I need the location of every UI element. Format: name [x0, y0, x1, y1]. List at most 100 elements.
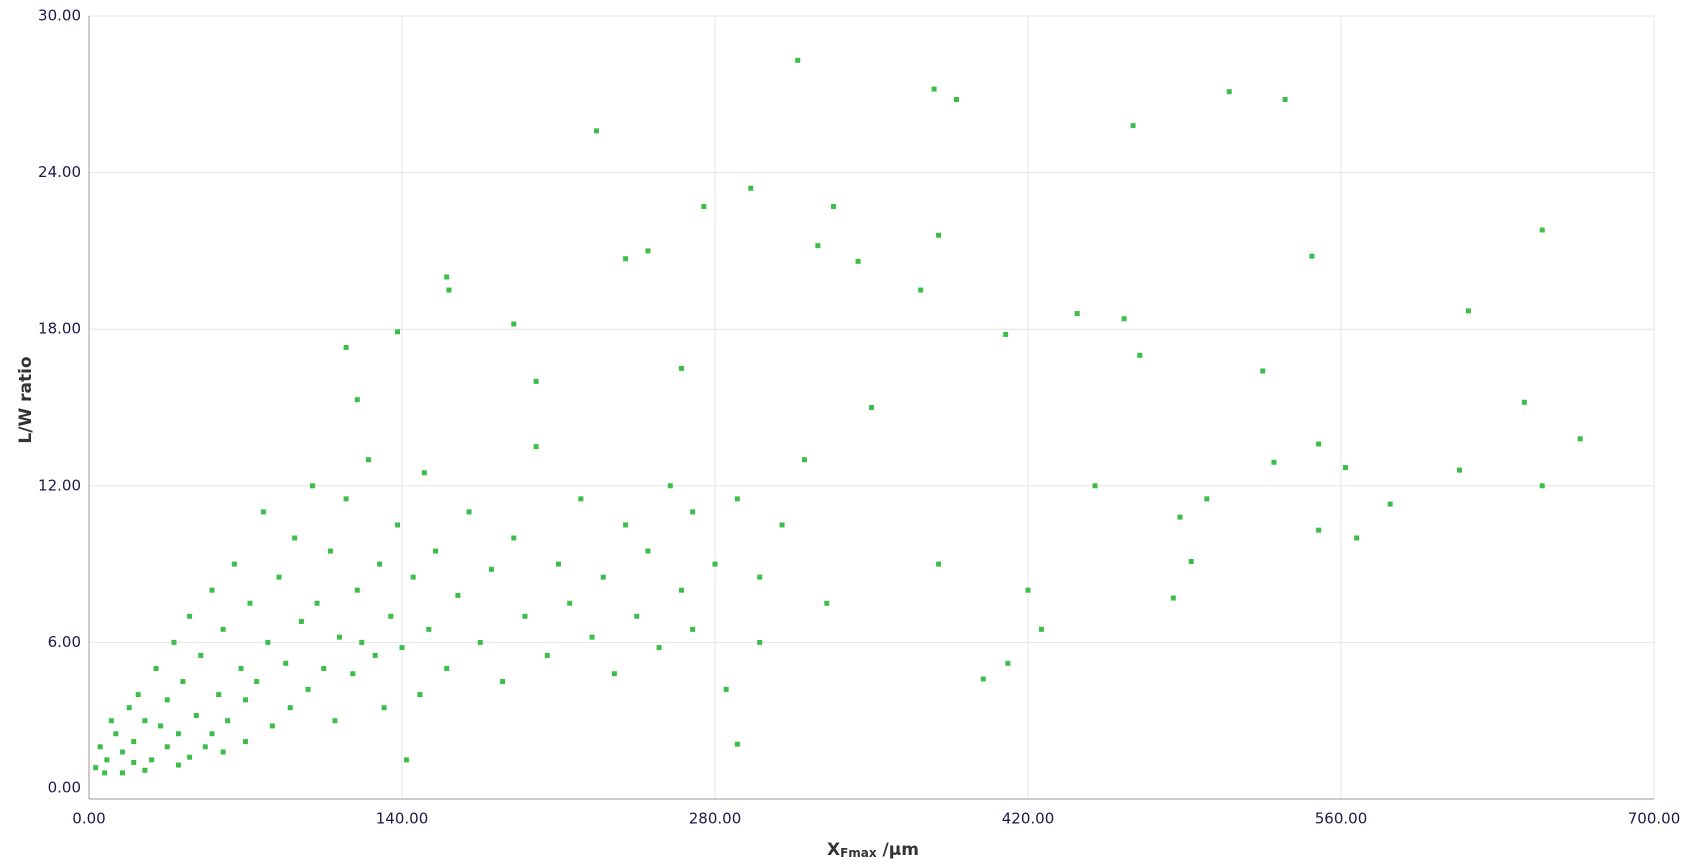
point — [131, 739, 137, 745]
point — [343, 344, 349, 350]
point — [220, 626, 226, 632]
point — [1005, 660, 1011, 666]
point — [1038, 626, 1044, 632]
point — [276, 574, 282, 580]
point — [444, 274, 450, 280]
point — [104, 757, 110, 763]
point — [158, 723, 164, 729]
point — [216, 692, 222, 698]
point — [701, 204, 707, 210]
x-tick-label: 280.00 — [689, 810, 742, 828]
point — [298, 619, 304, 625]
point — [131, 759, 137, 765]
y-axis-title: L/W ratio — [16, 356, 36, 443]
point — [634, 613, 640, 619]
point — [734, 741, 740, 747]
y-tick-label: 12.00 — [38, 476, 81, 494]
x-tick-label: 420.00 — [1002, 810, 1055, 828]
point — [1260, 368, 1266, 374]
y-tick-label: 24.00 — [38, 163, 81, 181]
point — [120, 749, 126, 755]
point — [1577, 436, 1583, 442]
point — [600, 574, 606, 580]
point — [1282, 97, 1288, 103]
point — [247, 600, 253, 606]
x-tick-label: 560.00 — [1315, 810, 1368, 828]
point — [193, 712, 199, 718]
point — [350, 671, 356, 677]
point — [1092, 483, 1098, 489]
point — [410, 574, 416, 580]
point — [399, 645, 405, 651]
point — [388, 613, 394, 619]
point — [287, 705, 293, 711]
point — [269, 723, 275, 729]
point — [757, 574, 763, 580]
point — [795, 57, 801, 63]
point — [556, 561, 561, 567]
point — [220, 749, 226, 755]
y-tick-label: 0.00 — [48, 779, 81, 797]
point — [623, 256, 629, 262]
point — [1226, 89, 1232, 95]
point — [734, 496, 740, 502]
point — [149, 757, 155, 763]
point — [354, 587, 360, 593]
point — [433, 548, 439, 554]
point — [343, 496, 349, 502]
point — [175, 731, 181, 737]
x-axis-title-main: X — [827, 840, 840, 860]
point — [544, 652, 550, 658]
point — [815, 243, 821, 249]
point — [354, 397, 360, 403]
point — [936, 561, 942, 567]
point — [936, 232, 942, 238]
point — [1342, 465, 1348, 471]
point — [377, 561, 383, 567]
point — [187, 613, 193, 619]
point — [1130, 123, 1136, 129]
point — [678, 365, 684, 371]
point — [1354, 535, 1360, 541]
point — [488, 566, 494, 572]
point — [757, 639, 763, 645]
point — [1025, 587, 1031, 593]
point — [171, 639, 177, 645]
point — [120, 770, 126, 776]
point — [931, 86, 937, 92]
point — [824, 600, 830, 606]
point — [231, 561, 237, 567]
point — [417, 692, 423, 698]
point — [533, 444, 539, 450]
y-tick-label: 30.00 — [38, 7, 81, 25]
point — [209, 587, 215, 593]
point — [180, 679, 186, 685]
point — [142, 767, 148, 773]
x-axis-title-unit: /µm — [877, 840, 919, 860]
x-axis-title-sub: Fmax — [840, 846, 877, 860]
point — [446, 287, 452, 293]
point — [1188, 558, 1194, 564]
point — [723, 686, 729, 692]
point — [365, 457, 371, 463]
point — [102, 770, 108, 776]
point — [953, 97, 959, 103]
point — [623, 522, 629, 528]
point — [918, 287, 924, 293]
point — [1271, 459, 1277, 465]
point — [1170, 595, 1176, 601]
point — [690, 626, 696, 632]
point — [336, 634, 342, 640]
point — [403, 757, 409, 763]
point — [869, 405, 874, 410]
point — [126, 705, 132, 711]
point — [1137, 352, 1143, 358]
point — [198, 652, 204, 658]
point — [567, 600, 573, 606]
point — [327, 548, 333, 554]
point — [202, 744, 208, 750]
point — [243, 739, 248, 745]
x-tick-label: 700.00 — [1628, 810, 1681, 828]
point — [533, 378, 539, 384]
point — [667, 483, 673, 489]
